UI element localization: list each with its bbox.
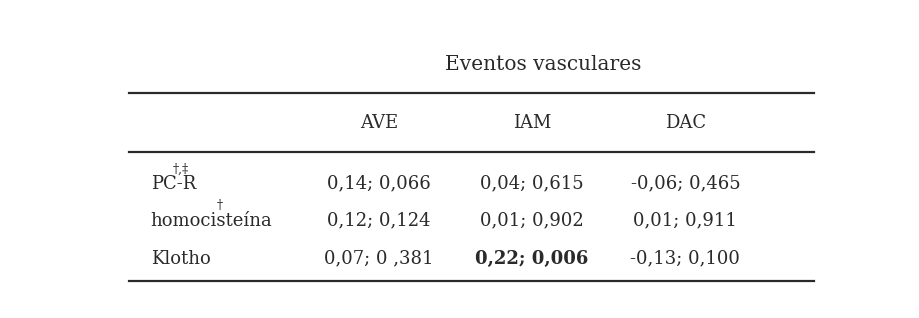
Text: 0,01; 0,902: 0,01; 0,902: [480, 211, 584, 230]
Text: 0,14; 0,066: 0,14; 0,066: [326, 175, 430, 193]
Text: 0,22; 0,006: 0,22; 0,006: [475, 250, 588, 267]
Text: homocisteína: homocisteína: [151, 211, 272, 230]
Text: 0,01; 0,911: 0,01; 0,911: [633, 211, 736, 230]
Text: †,‡: †,‡: [173, 163, 189, 176]
Text: Eventos vasculares: Eventos vasculares: [444, 55, 641, 74]
Text: Klotho: Klotho: [151, 250, 210, 267]
Text: -0,13; 0,100: -0,13; 0,100: [630, 250, 740, 267]
Text: 0,04; 0,615: 0,04; 0,615: [480, 175, 584, 193]
Text: 0,12; 0,124: 0,12; 0,124: [327, 211, 430, 230]
Text: DAC: DAC: [664, 114, 705, 132]
Text: †: †: [217, 199, 223, 212]
Text: PC-R: PC-R: [151, 175, 196, 193]
Text: -0,06; 0,465: -0,06; 0,465: [630, 175, 740, 193]
Text: IAM: IAM: [513, 114, 550, 132]
Text: 0,07; 0 ,381: 0,07; 0 ,381: [323, 250, 433, 267]
Text: AVE: AVE: [359, 114, 398, 132]
